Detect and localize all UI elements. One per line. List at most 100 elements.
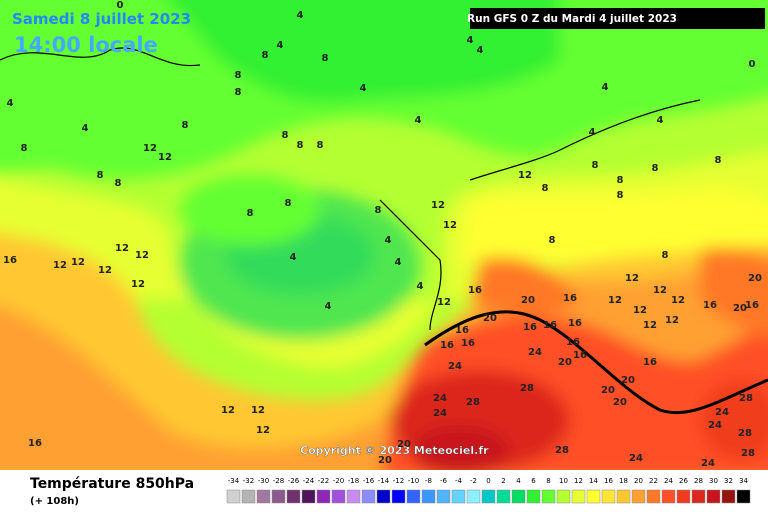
legend-label: 10 <box>559 477 568 485</box>
legend-swatch <box>316 489 331 504</box>
legend-label: 32 <box>724 477 733 485</box>
contour-label: 4 <box>290 252 297 263</box>
legend-swatch <box>271 489 286 504</box>
legend-label: -20 <box>333 477 344 485</box>
contour-label: 4 <box>477 45 484 56</box>
contour-label: 8 <box>262 50 269 61</box>
contour-label: 8 <box>317 140 324 151</box>
contour-label: 24 <box>629 453 643 464</box>
contour-label: 12 <box>131 279 145 290</box>
legend-label: 14 <box>589 477 598 485</box>
legend-swatch <box>301 489 316 504</box>
legend-swatch <box>466 489 481 504</box>
contour-label: 16 <box>566 337 580 348</box>
legend-label: -8 <box>425 477 432 485</box>
legend-swatch <box>391 489 406 504</box>
contour-label: 8 <box>235 70 242 81</box>
contour-label: 16 <box>28 438 42 449</box>
legend-label: 18 <box>619 477 628 485</box>
contour-label: 16 <box>568 318 582 329</box>
legend-swatch <box>331 489 346 504</box>
contour-label: 4 <box>417 281 424 292</box>
legend-swatch <box>451 489 466 504</box>
contour-label: 8 <box>115 178 122 189</box>
legend-swatch <box>541 489 556 504</box>
legend-label: 20 <box>634 477 643 485</box>
legend-swatch <box>481 489 496 504</box>
legend-label: 34 <box>739 477 748 485</box>
contour-label: 16 <box>440 340 454 351</box>
contour-label: 16 <box>468 285 482 296</box>
legend-swatch <box>646 489 661 504</box>
legend-swatch <box>421 489 436 504</box>
contour-label: 12 <box>143 143 157 154</box>
contour-label: 28 <box>520 383 534 394</box>
contour-label: 20 <box>521 295 535 306</box>
contour-label: 24 <box>708 420 722 431</box>
legend-label: 16 <box>604 477 613 485</box>
time: 14:00 locale <box>14 33 158 57</box>
contour-label: 20 <box>397 439 411 450</box>
legend-swatch <box>571 489 586 504</box>
contour-label: 16 <box>563 293 577 304</box>
contour-label: 8 <box>282 130 289 141</box>
contour-label: 4 <box>325 301 332 312</box>
contour-label: 8 <box>549 235 556 246</box>
legend-label: -6 <box>440 477 448 485</box>
legend-label: 0 <box>486 477 490 485</box>
copyright: Copyright © 2023 Meteociel.fr <box>300 444 489 457</box>
legend-swatch <box>406 489 421 504</box>
legend-swatch <box>736 489 751 504</box>
legend-label: -28 <box>273 477 284 485</box>
contour-label: 12 <box>633 305 647 316</box>
contour-label: 4 <box>360 83 367 94</box>
contour-line <box>424 310 768 415</box>
legend-swatch <box>706 489 721 504</box>
contour-label: 16 <box>455 325 469 336</box>
legend-label: -30 <box>258 477 269 485</box>
legend-swatch <box>631 489 646 504</box>
contour-label: 12 <box>518 170 532 181</box>
contour-label: 28 <box>738 428 752 439</box>
contour-label: 12 <box>643 320 657 331</box>
contour-label: 16 <box>3 255 17 266</box>
contour-label: 8 <box>97 170 104 181</box>
contour-label: 12 <box>608 295 622 306</box>
contour-label: 28 <box>741 448 755 459</box>
contour-label: 0 <box>749 59 756 70</box>
legend-label: -10 <box>408 477 419 485</box>
legend-swatch <box>256 489 271 504</box>
legend-swatch <box>241 489 256 504</box>
contour-label: 12 <box>71 257 85 268</box>
legend-label: 12 <box>574 477 583 485</box>
legend-label: -4 <box>455 477 463 485</box>
lead-time: (+ 108h) <box>30 496 79 507</box>
legend-swatch <box>721 489 736 504</box>
contour-label: 24 <box>448 361 462 372</box>
legend-swatch <box>436 489 451 504</box>
contour-label: 12 <box>625 273 639 284</box>
contour-label: 12 <box>653 285 667 296</box>
legend-label: -32 <box>243 477 254 485</box>
contour-label: 8 <box>21 143 28 154</box>
contour-label: 12 <box>135 250 149 261</box>
run-box <box>470 8 765 29</box>
contour-label: 20 <box>621 375 635 386</box>
legend-label: -16 <box>363 477 375 485</box>
legend-swatch <box>286 489 301 504</box>
contour-label: 24 <box>528 347 542 358</box>
legend-swatch <box>226 489 241 504</box>
legend-swatch <box>496 489 511 504</box>
legend-swatch <box>376 489 391 504</box>
contour-label: 24 <box>715 407 729 418</box>
legend-label: -14 <box>378 477 390 485</box>
contour-label: 20 <box>378 455 392 466</box>
contour-label: 4 <box>602 82 609 93</box>
legend-swatch <box>661 489 676 504</box>
contour-label: 20 <box>601 385 615 396</box>
contour-label: 4 <box>589 127 596 138</box>
contour-label: 12 <box>251 405 265 416</box>
contour-label: 8 <box>297 140 304 151</box>
contour-label: 8 <box>375 205 382 216</box>
